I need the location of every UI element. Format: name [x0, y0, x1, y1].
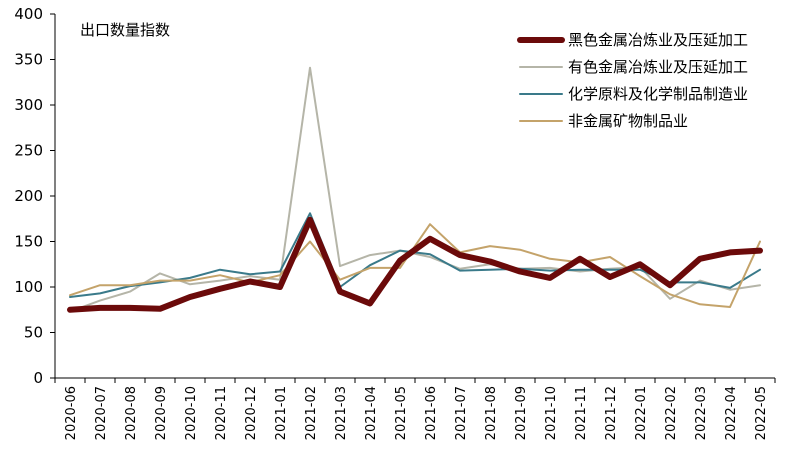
x-tick-label: 2020-10 — [184, 386, 199, 440]
x-tick-label: 2020-07 — [94, 386, 109, 440]
x-tick-label: 2021-12 — [604, 386, 619, 440]
series-line-0 — [67, 216, 763, 313]
x-tick-label: 2021-08 — [484, 386, 499, 440]
chart-legend: 黑色金属冶炼业及压延加工有色金属冶炼业及压延加工化学原料及化学制品制造业非金属矿… — [517, 31, 748, 130]
y-tick-label: 150 — [14, 233, 43, 251]
x-tick-label: 2021-05 — [394, 386, 409, 440]
y-axis: 0 50 100 150 200 250 300 350 400 — [14, 5, 56, 387]
legend-label: 有色金属冶炼业及压延加工 — [568, 58, 748, 76]
x-tick-label: 2021-11 — [574, 386, 589, 440]
legend-label: 化学原料及化学制品制造业 — [568, 85, 748, 103]
legend-label: 黑色金属冶炼业及压延加工 — [568, 31, 748, 49]
x-tick-label: 2020-12 — [244, 386, 259, 440]
y-tick-label: 400 — [14, 5, 43, 23]
x-axis: 2020-06 2020-07 2020-08 2020-09 2020-10 2020-… — [54, 377, 776, 440]
y-tick-label: 250 — [14, 142, 43, 160]
series-layer — [67, 66, 763, 313]
x-tick-label: 2021-01 — [274, 386, 289, 440]
x-tick-label: 2021-04 — [364, 386, 379, 440]
series-line-3 — [69, 223, 761, 308]
x-tick-label: 2021-09 — [514, 386, 529, 440]
y-tick-label: 300 — [14, 96, 43, 114]
x-tick-label: 2021-03 — [334, 386, 349, 440]
x-tick-label: 2021-07 — [454, 386, 469, 440]
x-tick-label: 2022-01 — [634, 386, 649, 440]
y-tick-label: 50 — [24, 324, 43, 342]
x-tick-label: 2021-06 — [424, 386, 439, 440]
x-tick-label: 2022-04 — [724, 386, 739, 440]
chart-subtitle: 出口数量指数 — [80, 21, 170, 39]
x-tick-label: 2020-08 — [124, 386, 139, 440]
y-tick-label: 100 — [14, 278, 43, 296]
x-tick-label: 2020-09 — [154, 386, 169, 440]
legend-label: 非金属矿物制品业 — [568, 112, 688, 130]
y-tick-label: 350 — [14, 51, 43, 69]
x-tick-label: 2020-06 — [64, 386, 79, 440]
x-tick-label: 2022-05 — [754, 386, 769, 440]
x-tick-label: 2020-11 — [214, 386, 229, 440]
y-tick-label: 0 — [33, 369, 43, 387]
x-tick-label: 2021-02 — [304, 386, 319, 440]
x-tick-label: 2022-02 — [664, 386, 679, 440]
x-tick-label: 2021-10 — [544, 386, 559, 440]
y-tick-label: 200 — [14, 187, 43, 205]
x-tick-label: 2022-03 — [694, 386, 709, 440]
